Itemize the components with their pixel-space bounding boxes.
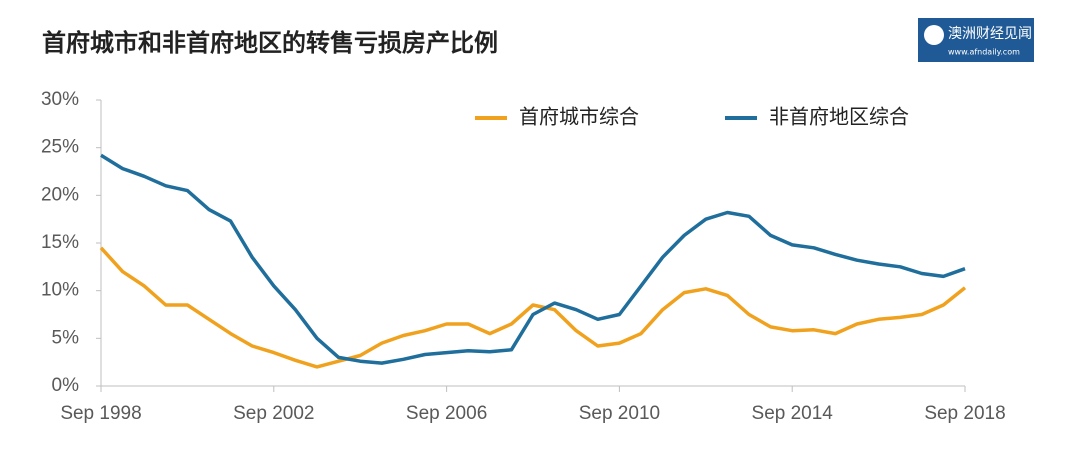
x-tick-label: Sep 2002: [233, 403, 314, 424]
y-tick-label: 15%: [41, 232, 79, 253]
legend-label: 首府城市综合: [519, 105, 639, 129]
series-line: [99, 246, 967, 369]
brand-url: www.afndaily.com: [948, 48, 1020, 57]
y-tick-label: 25%: [41, 137, 79, 158]
y-tick-label: 20%: [41, 184, 79, 205]
legend-label: 非首府地区综合: [769, 105, 909, 129]
x-tick-label: Sep 2006: [406, 403, 487, 424]
y-tick-label: 0%: [52, 375, 80, 396]
x-tick-label: Sep 1998: [60, 403, 141, 424]
chart-title: 首府城市和非首府地区的转售亏损房产比例: [42, 29, 498, 57]
logo-icon: [924, 25, 944, 45]
x-tick-label: Sep 2014: [752, 403, 834, 424]
brand: 澳洲财经见闻: [948, 26, 1032, 42]
x-tick-label: Sep 2010: [579, 403, 660, 424]
y-tick-label: 30%: [41, 89, 79, 110]
x-tick-label: Sep 2018: [924, 403, 1005, 424]
y-tick-label: 5%: [52, 327, 80, 348]
series-line: [100, 153, 966, 365]
y-tick-label: 10%: [41, 280, 79, 301]
